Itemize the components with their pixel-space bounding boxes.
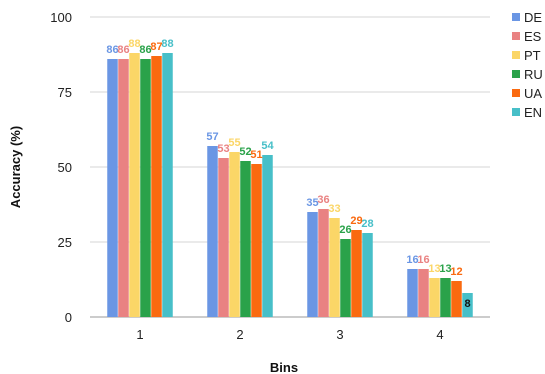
data-label: 28 [361, 218, 373, 230]
bar-pt-bin-3 [329, 218, 340, 317]
bar-de-bin-2 [207, 146, 218, 317]
data-label: 8 [464, 298, 470, 310]
x-tick-label: 3 [336, 327, 343, 342]
legend-swatch-en [512, 108, 520, 116]
bar-ua-bin-4 [451, 281, 462, 317]
bars [107, 53, 473, 317]
data-label: 36 [317, 194, 329, 206]
legend-label-en: EN [524, 105, 542, 120]
legend-swatch-pt [512, 51, 520, 59]
x-tick-label: 4 [436, 327, 443, 342]
bar-de-bin-1 [107, 59, 118, 317]
data-label: 33 [328, 203, 340, 215]
y-tick-label: 75 [58, 85, 72, 100]
bar-de-bin-3 [307, 212, 318, 317]
legend-label-ru: RU [524, 67, 543, 82]
data-label: 54 [261, 140, 274, 152]
bar-pt-bin-2 [229, 152, 240, 317]
data-label: 86 [106, 44, 118, 56]
bar-ru-bin-4 [440, 278, 451, 317]
x-tick-label: 1 [136, 327, 143, 342]
x-tick-label: 2 [236, 327, 243, 342]
x-axis-title: Bins [270, 360, 298, 374]
legend-swatch-ua [512, 89, 520, 97]
legend-swatch-de [512, 13, 520, 21]
data-label: 26 [339, 224, 351, 236]
bar-en-bin-4 [462, 293, 473, 317]
data-label: 16 [417, 254, 429, 266]
bar-de-bin-4 [407, 269, 418, 317]
legend: DE ES PT RU UA EN [512, 10, 543, 120]
bar-es-bin-1 [118, 59, 129, 317]
data-label: 35 [306, 197, 318, 209]
bar-es-bin-2 [218, 158, 229, 317]
bar-es-bin-3 [318, 209, 329, 317]
data-label: 87 [150, 41, 162, 53]
bar-pt-bin-1 [129, 53, 140, 317]
bar-ua-bin-1 [151, 56, 162, 317]
bar-ru-bin-2 [240, 161, 251, 317]
bar-en-bin-3 [362, 233, 373, 317]
data-label: 86 [117, 44, 129, 56]
bar-ua-bin-2 [251, 164, 262, 317]
data-label: 88 [128, 38, 140, 50]
bar-es-bin-4 [418, 269, 429, 317]
bar-ru-bin-3 [340, 239, 351, 317]
y-axis-title: Accuracy (%) [8, 126, 23, 208]
data-labels: 8686888687885753555251543536332629281616… [106, 38, 470, 310]
bar-ru-bin-1 [140, 59, 151, 317]
data-label: 51 [250, 149, 262, 161]
y-axis-ticks: 0 25 50 75 100 [50, 10, 72, 325]
data-label: 53 [217, 143, 229, 155]
data-label: 13 [439, 263, 451, 275]
y-tick-label: 25 [58, 235, 72, 250]
legend-swatch-ru [512, 70, 520, 78]
legend-label-es: ES [524, 29, 542, 44]
bar-en-bin-1 [162, 53, 173, 317]
y-tick-label: 50 [58, 160, 72, 175]
data-label: 55 [228, 137, 240, 149]
legend-label-de: DE [524, 10, 542, 25]
bar-pt-bin-4 [429, 278, 440, 317]
data-label: 12 [450, 266, 462, 278]
bar-en-bin-2 [262, 155, 273, 317]
data-label: 86 [139, 44, 151, 56]
y-tick-label: 0 [65, 310, 72, 325]
bar-ua-bin-3 [351, 230, 362, 317]
data-label: 16 [406, 254, 418, 266]
x-axis-ticks: 1 2 3 4 [136, 327, 443, 342]
data-label: 29 [350, 215, 362, 227]
legend-label-ua: UA [524, 86, 542, 101]
y-tick-label: 100 [50, 10, 72, 25]
legend-swatch-es [512, 32, 520, 40]
data-label: 13 [428, 263, 440, 275]
data-label: 52 [239, 146, 251, 158]
data-label: 57 [206, 131, 218, 143]
data-label: 88 [161, 38, 173, 50]
legend-label-pt: PT [524, 48, 541, 63]
